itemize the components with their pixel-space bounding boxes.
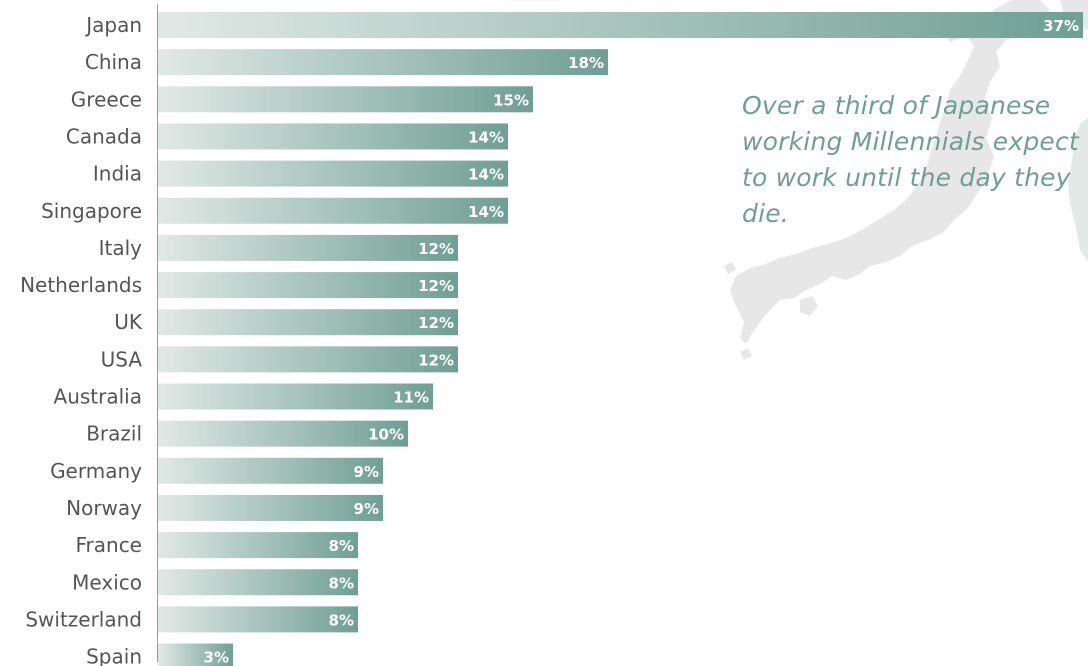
value-label: 3% bbox=[204, 649, 229, 666]
value-label: 14% bbox=[468, 128, 504, 146]
value-label: 18% bbox=[568, 54, 604, 72]
annotation-text: Over a third of Japanese working Millenn… bbox=[742, 91, 1079, 228]
bar bbox=[158, 86, 533, 113]
category-label: Greece bbox=[71, 87, 142, 111]
category-label: Canada bbox=[66, 124, 142, 148]
value-labels: 37% 18% 15% 14% 14% 14% 12% 12% 12% 12% 11% 10% 9% 9%… bbox=[204, 17, 1079, 666]
category-label: Spain bbox=[86, 645, 142, 666]
category-label: Norway bbox=[66, 496, 142, 520]
bar bbox=[158, 234, 458, 261]
category-label: Japan bbox=[84, 13, 142, 37]
bar bbox=[158, 420, 408, 447]
category-label: Brazil bbox=[86, 422, 142, 446]
category-label: Switzerland bbox=[25, 607, 142, 631]
category-label: China bbox=[85, 50, 142, 74]
value-label: 15% bbox=[493, 91, 529, 109]
bar bbox=[158, 383, 433, 410]
bar bbox=[158, 532, 358, 559]
category-label: Australia bbox=[54, 385, 142, 409]
figure-silhouette bbox=[1068, 118, 1088, 262]
value-label: 8% bbox=[329, 537, 354, 555]
value-label: 11% bbox=[393, 389, 429, 407]
value-label: 8% bbox=[329, 574, 354, 592]
category-label: France bbox=[75, 533, 142, 557]
bar bbox=[158, 606, 358, 633]
bars bbox=[158, 12, 1083, 666]
value-label: 8% bbox=[329, 611, 354, 629]
category-label: Mexico bbox=[72, 570, 142, 594]
value-label: 14% bbox=[468, 203, 504, 221]
category-label: Germany bbox=[50, 459, 142, 483]
bar bbox=[158, 494, 383, 521]
value-label: 14% bbox=[468, 166, 504, 184]
value-label: 37% bbox=[1043, 17, 1079, 35]
bar bbox=[158, 457, 383, 484]
value-label: 9% bbox=[354, 500, 379, 518]
value-label: 9% bbox=[354, 463, 379, 481]
bar bbox=[158, 12, 1083, 38]
value-label: 12% bbox=[418, 277, 454, 295]
value-label: 12% bbox=[418, 314, 454, 332]
bar bbox=[158, 309, 458, 336]
bar bbox=[158, 197, 508, 224]
value-label: 10% bbox=[368, 426, 404, 444]
value-label: 12% bbox=[418, 240, 454, 258]
bar bbox=[158, 160, 508, 187]
category-label: Italy bbox=[99, 236, 143, 260]
category-label: UK bbox=[114, 310, 143, 334]
category-label: India bbox=[93, 162, 142, 186]
bar bbox=[158, 569, 358, 596]
bar bbox=[158, 123, 508, 150]
bar bbox=[158, 346, 458, 373]
bar bbox=[158, 272, 458, 299]
category-label: USA bbox=[101, 347, 143, 371]
value-label: 12% bbox=[418, 351, 454, 369]
category-label: Singapore bbox=[41, 199, 142, 223]
category-labels: Japan China Greece Canada India Singapore Ital… bbox=[20, 13, 143, 666]
category-label: Netherlands bbox=[20, 273, 142, 297]
bar bbox=[158, 643, 233, 666]
bar bbox=[158, 49, 608, 76]
